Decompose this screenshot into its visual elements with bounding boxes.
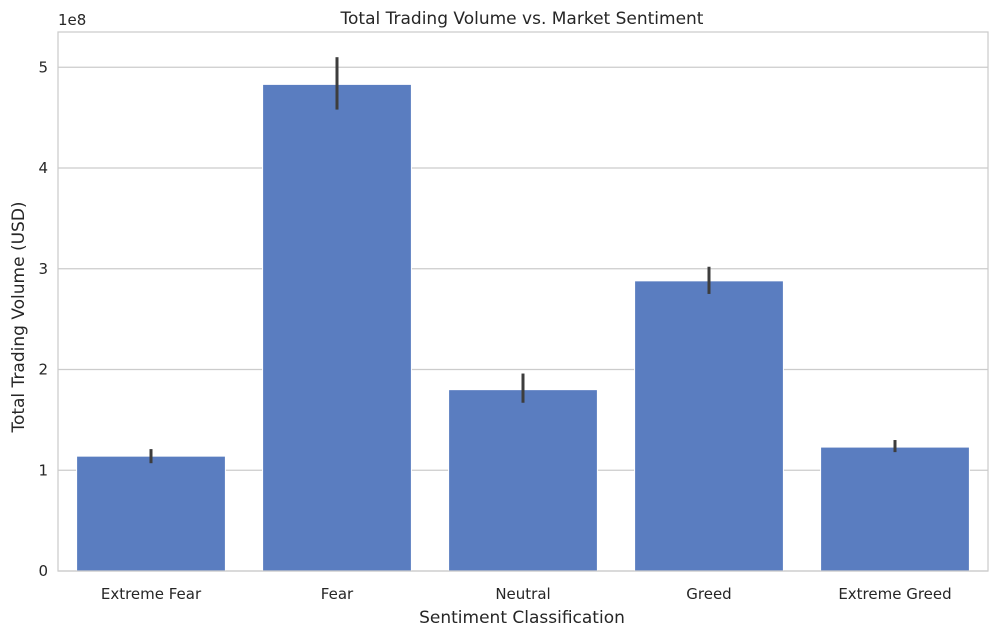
y-tick-label: 2	[38, 361, 48, 379]
x-tick-label: Fear	[321, 585, 354, 603]
bars	[76, 83, 970, 572]
x-tick-label: Greed	[686, 585, 731, 603]
tick-labels: 0 1 2 3 4 5 Extreme Fear Fear Neutral Greed Extrem…	[38, 58, 951, 603]
x-tick-label: Neutral	[495, 585, 550, 603]
y-tick-label: 4	[38, 159, 48, 177]
y-tick-label: 3	[38, 260, 48, 278]
y-tick-label: 1	[38, 461, 48, 479]
x-tick-label: Extreme Greed	[838, 585, 951, 603]
y-tick-label: 5	[38, 58, 48, 76]
bar-neutral	[448, 389, 598, 572]
plot-frame	[57, 31, 989, 572]
bar-fear	[262, 83, 412, 572]
bar-extreme-greed	[820, 446, 970, 572]
bar-extreme-fear	[76, 455, 226, 572]
bar-greed	[634, 280, 784, 572]
error-bars	[149, 57, 897, 464]
y-axis-offset-label: 1e8	[58, 11, 86, 29]
x-axis-label: Sentiment Classification	[419, 608, 625, 628]
chart-title: Total Trading Volume vs. Market Sentimen…	[340, 9, 704, 29]
y-axis-label: Total Trading Volume (USD)	[9, 201, 29, 433]
y-tick-label: 0	[38, 562, 48, 580]
x-tick-label: Extreme Fear	[101, 585, 202, 603]
